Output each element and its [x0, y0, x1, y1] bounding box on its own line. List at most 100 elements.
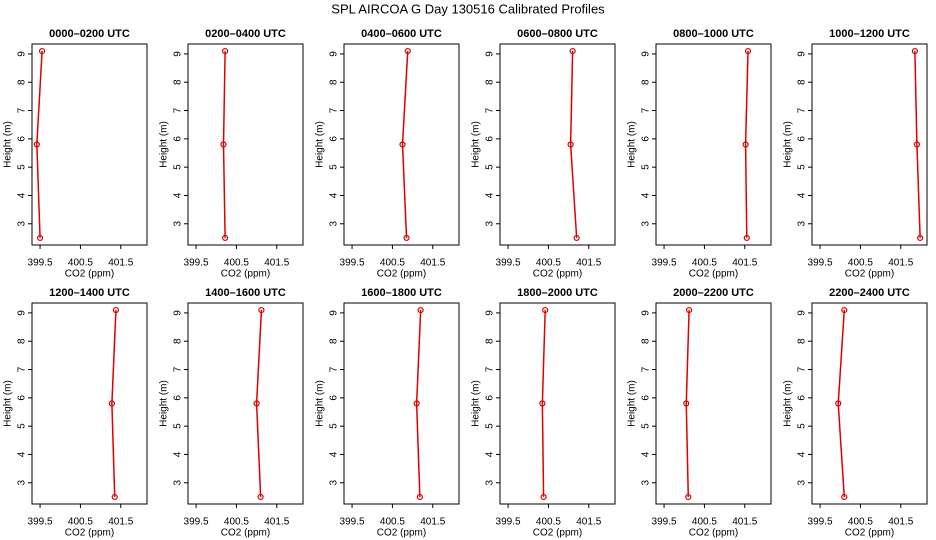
point: [540, 493, 547, 501]
y-tick-label: 4: [329, 192, 340, 198]
plot-frame: [811, 43, 928, 246]
point: [257, 493, 264, 501]
y-tick-label: 3: [641, 221, 652, 227]
y-axis-label: Height (m): [159, 121, 170, 168]
y-tick-label: 5: [17, 164, 28, 170]
y-tick-label: 4: [17, 451, 28, 457]
panel-title: 1600–1800 UTC: [361, 287, 442, 299]
y-tick-label: 9: [329, 310, 340, 316]
y-tick-label: 3: [485, 221, 496, 227]
x-tick-label: 399.5: [652, 517, 677, 528]
point: [403, 234, 410, 242]
y-tick-label: 3: [17, 480, 28, 486]
y-tick-label: 8: [485, 79, 496, 85]
x-tick-label: 401.5: [264, 517, 289, 528]
x-tick-label: 399.5: [28, 517, 53, 528]
chart-title: SPL AIRCOA G Day 130516 Calibrated Profi…: [331, 1, 605, 16]
y-tick-label: 4: [329, 451, 340, 457]
plot-frame: [343, 302, 460, 505]
y-tick-label: 3: [797, 221, 808, 227]
y-tick-label: 3: [485, 480, 496, 486]
x-tick-label: 401.5: [108, 258, 133, 269]
point: [567, 141, 574, 148]
y-tick-label: 3: [173, 480, 184, 486]
point: [258, 306, 265, 314]
profile-line: [111, 310, 117, 497]
plot-frame: [499, 43, 616, 246]
y-tick-label: 6: [329, 395, 340, 401]
point: [413, 400, 420, 407]
y-axis-label: Height (m): [471, 380, 482, 427]
y-tick-label: 5: [641, 164, 652, 170]
point: [416, 493, 423, 501]
point: [112, 306, 120, 314]
x-axis-label: CO2 (ppm): [221, 269, 270, 280]
plot-frame: [187, 43, 304, 246]
panel-title: 0000–0200 UTC: [49, 28, 130, 40]
y-tick-label: 7: [797, 366, 808, 372]
y-tick-label: 9: [17, 310, 28, 316]
plot-frame: [343, 43, 460, 246]
x-tick-label: 401.5: [732, 517, 757, 528]
y-tick-label: 4: [485, 192, 496, 198]
x-tick-label: 399.5: [808, 517, 833, 528]
profile-line: [415, 310, 422, 497]
x-tick-label: 399.5: [340, 258, 365, 269]
x-tick-label: 401.5: [420, 258, 445, 269]
plot-frame: [31, 302, 148, 505]
y-tick-label: 9: [17, 51, 28, 57]
y-tick-label: 3: [173, 221, 184, 227]
x-tick-label: 399.5: [808, 258, 833, 269]
y-axis-label: Height (m): [315, 380, 326, 427]
x-tick-label: 401.5: [420, 517, 445, 528]
y-tick-label: 7: [797, 107, 808, 113]
y-axis-label: Height (m): [783, 121, 794, 168]
y-tick-label: 5: [485, 164, 496, 170]
x-tick-label: 399.5: [652, 258, 677, 269]
x-tick-label: 400.5: [536, 258, 561, 269]
panel-title: 0600–0800 UTC: [517, 28, 598, 40]
point: [743, 234, 750, 242]
x-tick-label: 400.5: [68, 258, 93, 269]
profile-line: [222, 51, 226, 238]
point: [404, 47, 411, 55]
point: [841, 306, 848, 314]
x-tick-label: 400.5: [224, 517, 249, 528]
x-tick-label: 399.5: [28, 258, 53, 269]
y-tick-label: 3: [17, 221, 28, 227]
point: [744, 47, 752, 55]
point: [111, 493, 118, 501]
panel-title: 1200–1400 UTC: [49, 287, 130, 299]
x-tick-label: 400.5: [848, 517, 873, 528]
profile-line: [401, 51, 409, 238]
y-tick-label: 9: [329, 51, 340, 57]
x-tick-label: 401.5: [576, 517, 601, 528]
panel-title: 1000–1200 UTC: [829, 28, 910, 40]
y-tick-label: 6: [485, 395, 496, 401]
y-tick-label: 6: [17, 136, 28, 142]
y-tick-label: 4: [173, 192, 184, 198]
x-tick-label: 401.5: [888, 258, 913, 269]
x-axis-label: CO2 (ppm): [845, 528, 894, 539]
y-tick-label: 6: [173, 136, 184, 142]
x-tick-label: 400.5: [224, 258, 249, 269]
x-axis-label: CO2 (ppm): [377, 528, 426, 539]
y-tick-label: 5: [329, 423, 340, 429]
x-tick-label: 400.5: [380, 258, 405, 269]
y-tick-label: 9: [797, 310, 808, 316]
point: [685, 493, 692, 501]
x-axis-label: CO2 (ppm): [65, 269, 114, 280]
point: [222, 234, 229, 242]
y-tick-label: 7: [641, 107, 652, 113]
y-tick-label: 6: [17, 395, 28, 401]
x-tick-label: 401.5: [108, 517, 133, 528]
point: [913, 141, 921, 148]
y-tick-label: 7: [485, 366, 496, 372]
panel-title: 2000–2200 UTC: [673, 287, 754, 299]
y-tick-label: 4: [173, 451, 184, 457]
y-tick-label: 6: [173, 395, 184, 401]
plot-frame: [655, 302, 772, 505]
y-tick-label: 3: [797, 480, 808, 486]
y-axis-label: Height (m): [627, 380, 638, 427]
